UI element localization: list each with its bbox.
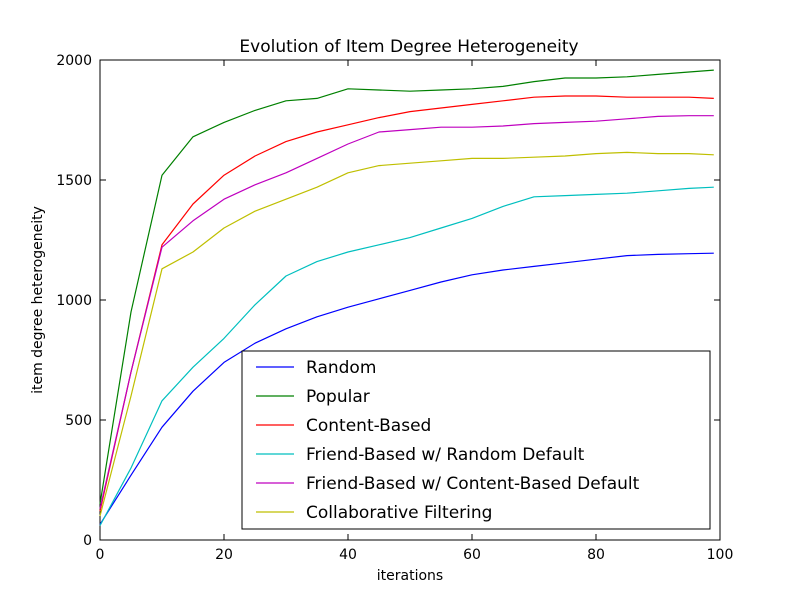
series-line-collaborative-filtering xyxy=(99,151,714,517)
y-axis-title: item degree heterogeneity xyxy=(30,206,46,394)
legend-label: Friend-Based w/ Content-Based Default xyxy=(306,474,640,494)
x-tick-label: 100 xyxy=(707,547,734,563)
legend: Random Popular Content-Based Friend-Based w… xyxy=(241,350,711,530)
legend-label: Content-Based xyxy=(306,416,431,436)
legend-box xyxy=(241,350,711,530)
legend-label: Collaborative Filtering xyxy=(306,503,492,523)
legend-label: Random xyxy=(306,358,376,378)
x-tick-label: 80 xyxy=(587,547,605,563)
legend-label: Popular xyxy=(306,387,370,407)
x-tick-label: 20 xyxy=(215,547,233,563)
x-tick-label: 0 xyxy=(96,547,105,563)
x-tick-label: 60 xyxy=(463,547,481,563)
y-tick-label: 1500 xyxy=(56,173,92,189)
x-tick-label: 40 xyxy=(339,547,357,563)
series-line-friend-based-w-content-based-default xyxy=(99,115,714,509)
y-tick-label: 1000 xyxy=(56,293,92,309)
chart-title: Evolution of Item Degree Heterogeneity xyxy=(239,37,578,57)
series-line-random xyxy=(99,252,714,525)
x-axis-title: iterations xyxy=(377,568,443,584)
series-line-friend-based-w-random-default xyxy=(99,186,714,526)
y-tick-label: 500 xyxy=(65,413,92,429)
y-tick-label: 0 xyxy=(83,533,92,549)
legend-label: Friend-Based w/ Random Default xyxy=(306,445,585,465)
series-line-content-based xyxy=(99,95,714,512)
y-tick-label: 2000 xyxy=(56,53,92,69)
series-line-popular xyxy=(99,69,714,505)
